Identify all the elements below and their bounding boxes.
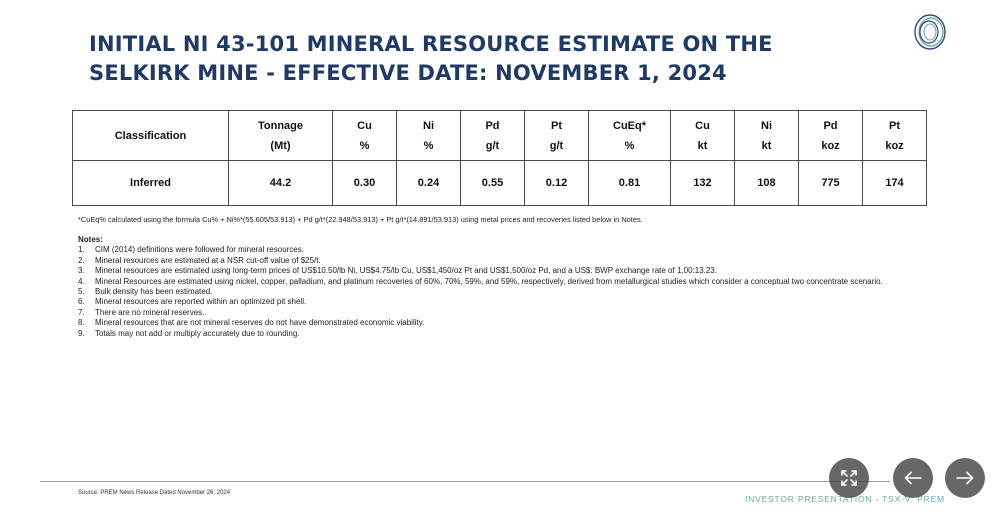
arrow-left-icon [904, 471, 922, 485]
table-cell: 0.81 [588, 160, 671, 206]
table-cell: 0.12 [524, 160, 589, 206]
list-item: 1. CIM (2014) definitions were followed f… [78, 245, 918, 255]
table-cell: 132 [670, 160, 735, 206]
notes-section: Notes: 1. CIM (2014) definitions were fol… [78, 235, 918, 339]
table-cell: 0.55 [460, 160, 525, 206]
arrow-right-icon [956, 471, 974, 485]
table-cell: 0.24 [396, 160, 461, 206]
resource-table: Classification Tonnage (Mt) Cu% Ni% Pd g/t… [72, 110, 927, 206]
source-text: Source: PREM News Release Dated November… [78, 490, 231, 496]
header-pd-grade: Pd g/t [460, 110, 525, 161]
list-item: 4. Mineral Resources are estimated using … [78, 277, 918, 287]
list-item: 6. Mineral resources are reported within … [78, 297, 918, 307]
note-number: 1. [78, 245, 85, 255]
note-text: Mineral Resources are estimated using ni… [95, 276, 883, 286]
header-classification: Classification [72, 110, 229, 161]
note-text: Mineral resources are estimated at a NSR… [95, 255, 321, 265]
note-text: Mineral resources are estimated using lo… [95, 266, 717, 276]
header-pd-contained: Pd koz [798, 110, 863, 161]
note-number: 5. [78, 287, 85, 297]
notes-heading: Notes: [78, 235, 103, 244]
slide-title: INITIAL NI 43-101 MINERAL RESOURCE ESTIM… [89, 30, 849, 88]
note-text: There are no mineral reserves. [95, 307, 205, 317]
prev-slide-button[interactable] [893, 458, 933, 498]
note-number: 3. [78, 266, 85, 276]
header-pt-contained: Pt koz [862, 110, 927, 161]
note-number: 9. [78, 328, 85, 338]
list-item: 2. Mineral resources are estimated at a N… [78, 256, 918, 266]
list-item: 7. There are no mineral reserves. [78, 308, 918, 318]
list-item: 9. Totals may not add or multiply accurat… [78, 329, 918, 339]
table-cell: 44.2 [228, 160, 333, 206]
table-cell: 0.30 [332, 160, 397, 206]
table-cell: Inferred [72, 160, 229, 206]
title-line-2: SELKIRK MINE - EFFECTIVE DATE: NOVEMBER … [89, 61, 727, 85]
header-cu-grade: Cu% [332, 110, 397, 161]
expand-icon [841, 470, 857, 486]
note-text: CIM (2014) definitions were followed for… [95, 245, 304, 255]
header-ni-grade: Ni% [396, 110, 461, 161]
fullscreen-button[interactable] [829, 458, 869, 498]
note-text: Mineral resources that are not mineral r… [95, 318, 425, 328]
note-text: Mineral resources are reported within an… [95, 297, 307, 307]
list-item: 8. Mineral resources that are not mineral… [78, 318, 918, 328]
list-item: 5. Bulk density has been estimated. [78, 287, 918, 297]
header-tonnage: Tonnage (Mt) [228, 110, 333, 161]
table-header-row: Classification Tonnage (Mt) Cu% Ni% Pd g/t… [72, 110, 927, 161]
note-text: Totals may not add or multiply accuratel… [95, 328, 300, 338]
note-number: 6. [78, 297, 85, 307]
header-ni-contained: Ni kt [734, 110, 799, 161]
table-cell: 108 [734, 160, 799, 206]
table-cell: 174 [862, 160, 927, 206]
header-cu-contained: Cu kt [670, 110, 735, 161]
table-row: Inferred 44.2 0.30 0.24 0.55 0.12 0.81 1… [72, 160, 927, 206]
title-line-1: INITIAL NI 43-101 MINERAL RESOURCE ESTIM… [89, 32, 773, 56]
cueq-footnote: *CuEq% calculated using the formula Cu% … [78, 215, 643, 224]
next-slide-button[interactable] [945, 458, 985, 498]
footer-divider [40, 481, 890, 482]
ring-logo-icon [914, 14, 946, 50]
note-number: 8. [78, 318, 85, 328]
header-pt-grade: Pt g/t [524, 110, 589, 161]
footer-label: INVESTOR PRESENTATION - TSX-V: PREM [745, 494, 945, 504]
notes-list: 1. CIM (2014) definitions were followed f… [78, 245, 918, 339]
table-cell: 775 [798, 160, 863, 206]
note-number: 2. [78, 255, 85, 265]
note-number: 7. [78, 307, 85, 317]
header-cueq: CuEq*% [588, 110, 671, 161]
note-number: 4. [78, 276, 85, 286]
note-text: Bulk density has been estimated. [95, 287, 213, 297]
list-item: 3. Mineral resources are estimated using … [78, 266, 918, 276]
